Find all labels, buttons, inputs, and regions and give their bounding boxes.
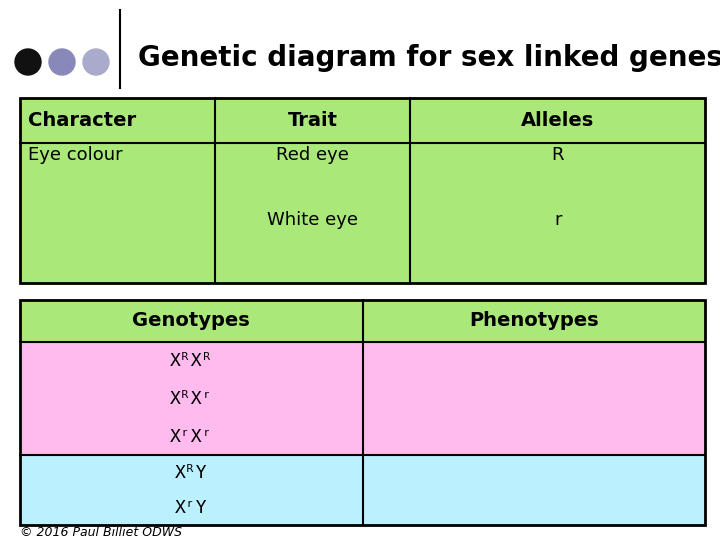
Text: Genetic diagram for sex linked genes: Genetic diagram for sex linked genes [138, 44, 720, 72]
Bar [20, 455, 705, 525]
Text: XᴿXᴿ: XᴿXᴿ [169, 352, 213, 370]
Text: © 2016 Paul Billiet ODWS: © 2016 Paul Billiet ODWS [20, 525, 182, 538]
Text: Eye colour: Eye colour [28, 146, 122, 164]
Bar [20, 300, 705, 525]
Text: Red eye: Red eye [276, 146, 349, 164]
Bar [20, 342, 705, 455]
Text: XᴿY: XᴿY [175, 464, 207, 482]
Bar [20, 300, 705, 342]
Bar [20, 98, 705, 283]
Text: Trait: Trait [288, 111, 338, 130]
Text: Phenotypes: Phenotypes [469, 312, 598, 330]
Text: Character: Character [28, 111, 136, 130]
Circle shape [49, 49, 75, 75]
Text: r: r [554, 211, 562, 229]
Text: R: R [552, 146, 564, 164]
Circle shape [83, 49, 109, 75]
Text: Genotypes: Genotypes [132, 312, 250, 330]
Text: XʳXʳ: XʳXʳ [169, 428, 213, 445]
Text: White eye: White eye [267, 211, 359, 229]
Text: XʳY: XʳY [175, 498, 207, 517]
Text: Alleles: Alleles [521, 111, 594, 130]
Circle shape [15, 49, 41, 75]
Text: XᴿXʳ: XᴿXʳ [169, 390, 213, 408]
